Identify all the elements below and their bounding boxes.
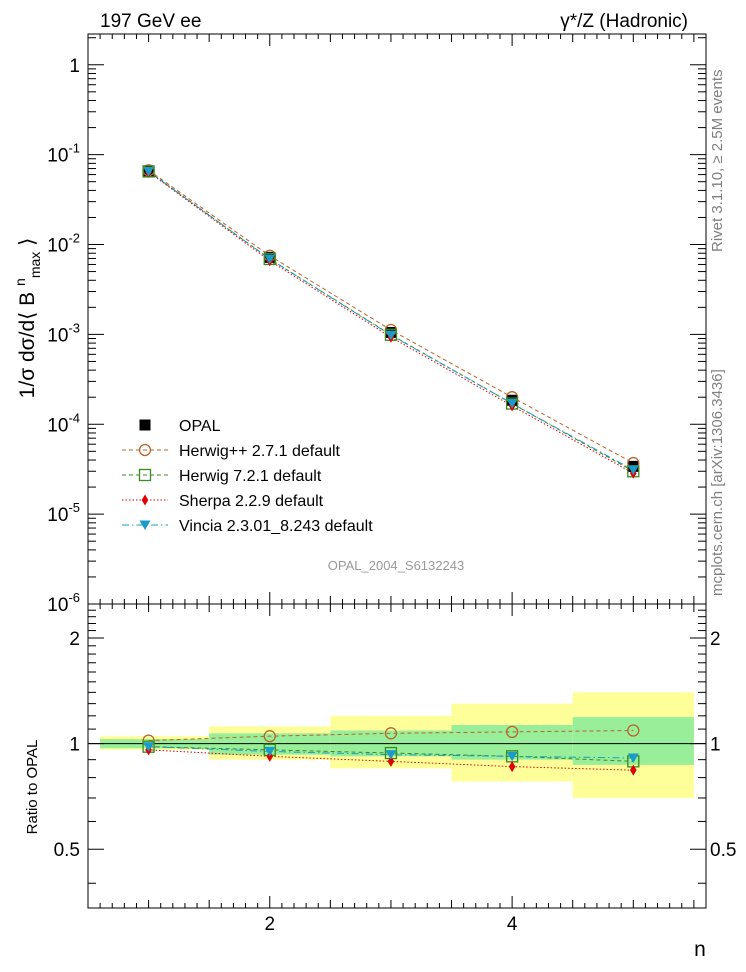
series-line (148, 171, 634, 472)
legend-entry-label: Vincia 2.3.01_8.243 default (179, 518, 373, 535)
ratio-y-tick-label: 2 (69, 629, 80, 650)
y-tick-label: 10-1 (47, 141, 80, 167)
ratio-plot-marks (142, 724, 640, 776)
ratio-y-tick-label-right: 2 (710, 629, 721, 650)
header-right-label: γ*/Z (Hadronic) (560, 11, 688, 32)
header-left-label: 197 GeV ee (100, 11, 201, 32)
x-tick-label: 4 (507, 914, 518, 935)
main-y-axis-label: 1/σ dσ/d⟨ B nmax ⟩ (12, 238, 43, 399)
x-axis-label: n (694, 938, 706, 961)
legend-entry-label: Sherpa 2.2.9 default (179, 493, 324, 510)
ratio-y-tick-label-right: 0.5 (710, 840, 736, 861)
ratio-data-point (143, 742, 155, 752)
axes: 2 4 1 10-1 10-2 10-3 10-4 10-5 10-6 0.5 0.5 1 1 2 2 (47, 33, 736, 935)
ratio-data-point (385, 750, 397, 760)
legend: OPAL Herwig++ 2.7.1 default Herwig 7.2.1 d… (122, 418, 373, 535)
y-tick-label: 10-6 (47, 590, 80, 616)
rivet-version-label: Rivet 3.1.10, ≥ 2.5M events (709, 70, 726, 253)
ratio-data-point (508, 761, 516, 773)
analysis-watermark: OPAL_2004_S6132243 (328, 558, 464, 573)
legend-entry-label: Herwig 7.2.1 default (179, 468, 322, 485)
legend-marker (141, 494, 149, 506)
ratio-data-point (505, 725, 519, 739)
ratio-series-line (148, 746, 634, 762)
ratio-y-tick-label: 1 (69, 735, 80, 756)
legend-marker (139, 419, 151, 431)
mcplots-label: mcplots.cern.ch [arXiv:1306.3436] (709, 369, 726, 596)
data-point (385, 330, 397, 341)
ratio-panel (88, 692, 706, 798)
main-y-axis-label-text: 1/σ dσ/d⟨ B nmax ⟩ (12, 238, 43, 399)
ratio-data-point (264, 746, 276, 757)
y-tick-label: 10-2 (47, 231, 80, 257)
data-point (264, 254, 276, 264)
legend-entry-label: Herwig++ 2.7.1 default (179, 443, 341, 460)
ratio-series-line (148, 729, 634, 742)
series-line (148, 169, 634, 464)
legend-marker (138, 468, 152, 482)
data-point (506, 399, 518, 409)
ratio-data-point (384, 727, 398, 740)
ratio-data-point (263, 730, 276, 743)
legend-entry-label: OPAL (179, 418, 221, 435)
main-plot-marks (142, 164, 640, 479)
ratio-y-tick-label-right: 1 (710, 735, 721, 756)
y-tick-label: 10-5 (47, 500, 80, 526)
data-point (627, 465, 639, 475)
ratio-frame (87, 603, 707, 909)
ratio-data-point (627, 753, 639, 763)
x-tick-label: 2 (264, 914, 275, 935)
ratio-y-axis-label: Ratio to OPAL (24, 740, 41, 835)
ratio-data-point (627, 724, 640, 737)
ratio-data-point (387, 755, 395, 767)
series-line (148, 171, 634, 471)
ratio-y-tick-label: 0.5 (54, 840, 80, 861)
ratio-data-point (506, 751, 518, 762)
legend-marker (138, 443, 152, 457)
legend-marker (139, 520, 151, 530)
ratio-data-point (629, 764, 637, 776)
y-tick-label: 1 (69, 56, 80, 77)
data-point (143, 166, 155, 177)
y-tick-label: 10-4 (47, 410, 80, 436)
y-tick-label: 10-3 (47, 320, 80, 346)
series-line (148, 171, 634, 474)
